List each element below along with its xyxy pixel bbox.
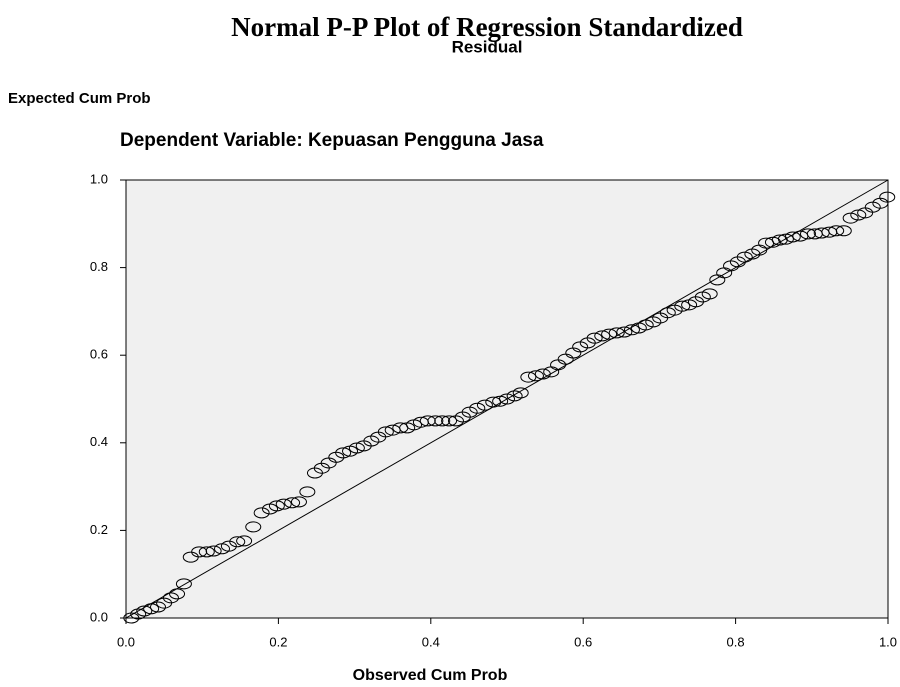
chart-subtitle: Dependent Variable: Kepuasan Pengguna Ja… <box>120 130 544 151</box>
point <box>284 497 301 509</box>
point <box>534 368 551 380</box>
point <box>499 393 515 405</box>
x-tick-label: 0.0 <box>117 634 135 649</box>
point <box>236 535 253 547</box>
point <box>229 536 246 548</box>
point <box>784 231 801 243</box>
point <box>434 415 451 427</box>
point <box>616 326 633 338</box>
point <box>427 415 444 427</box>
x-tick-label: 0.4 <box>422 634 440 649</box>
point <box>419 415 436 427</box>
point <box>674 300 691 312</box>
point <box>130 608 147 620</box>
point <box>799 228 816 240</box>
point <box>476 399 493 411</box>
y-tick-label: 0.8 <box>90 259 108 274</box>
x-tick-label: 1.0 <box>879 634 897 649</box>
point <box>879 191 896 203</box>
x-axis-label: Observed Cum Prob <box>353 667 508 684</box>
chart-title: Normal P-P Plot of Regression Standardiz… <box>231 12 743 42</box>
point <box>377 426 394 438</box>
point <box>162 592 179 604</box>
point <box>512 387 529 399</box>
y-tick-label: 0.6 <box>90 347 108 362</box>
point <box>328 451 345 463</box>
point <box>842 212 859 224</box>
y-axis-label: Expected Cum Prob <box>8 90 151 107</box>
point <box>253 507 270 519</box>
point <box>169 588 186 600</box>
point <box>198 546 215 558</box>
point <box>275 498 292 510</box>
point <box>608 327 625 339</box>
point <box>828 225 845 237</box>
point <box>469 402 486 414</box>
y-tick-label: 0.4 <box>90 434 108 449</box>
y-tick-label: 0.0 <box>90 609 108 624</box>
point <box>335 447 352 459</box>
point <box>736 251 753 263</box>
point <box>701 288 718 300</box>
y-tick-label: 1.0 <box>90 171 108 186</box>
point <box>835 225 852 237</box>
x-tick-label: 0.2 <box>269 634 287 649</box>
point <box>527 370 544 382</box>
point <box>520 371 537 383</box>
point <box>594 330 611 342</box>
x-tick-label: 0.8 <box>727 634 745 649</box>
point <box>506 390 523 402</box>
point <box>299 486 316 498</box>
x-tick-label: 0.6 <box>574 634 592 649</box>
point <box>601 328 618 340</box>
point <box>623 324 640 336</box>
point <box>268 500 285 512</box>
point <box>205 545 222 557</box>
point <box>150 601 167 613</box>
point <box>637 319 654 331</box>
y-tick-label: 0.2 <box>90 522 108 537</box>
point <box>175 578 192 590</box>
point <box>290 496 307 508</box>
chart-title-continued: Residual <box>452 37 523 56</box>
point <box>220 540 237 552</box>
point <box>143 603 160 615</box>
point <box>441 415 458 427</box>
point <box>586 332 603 344</box>
point <box>245 521 262 533</box>
